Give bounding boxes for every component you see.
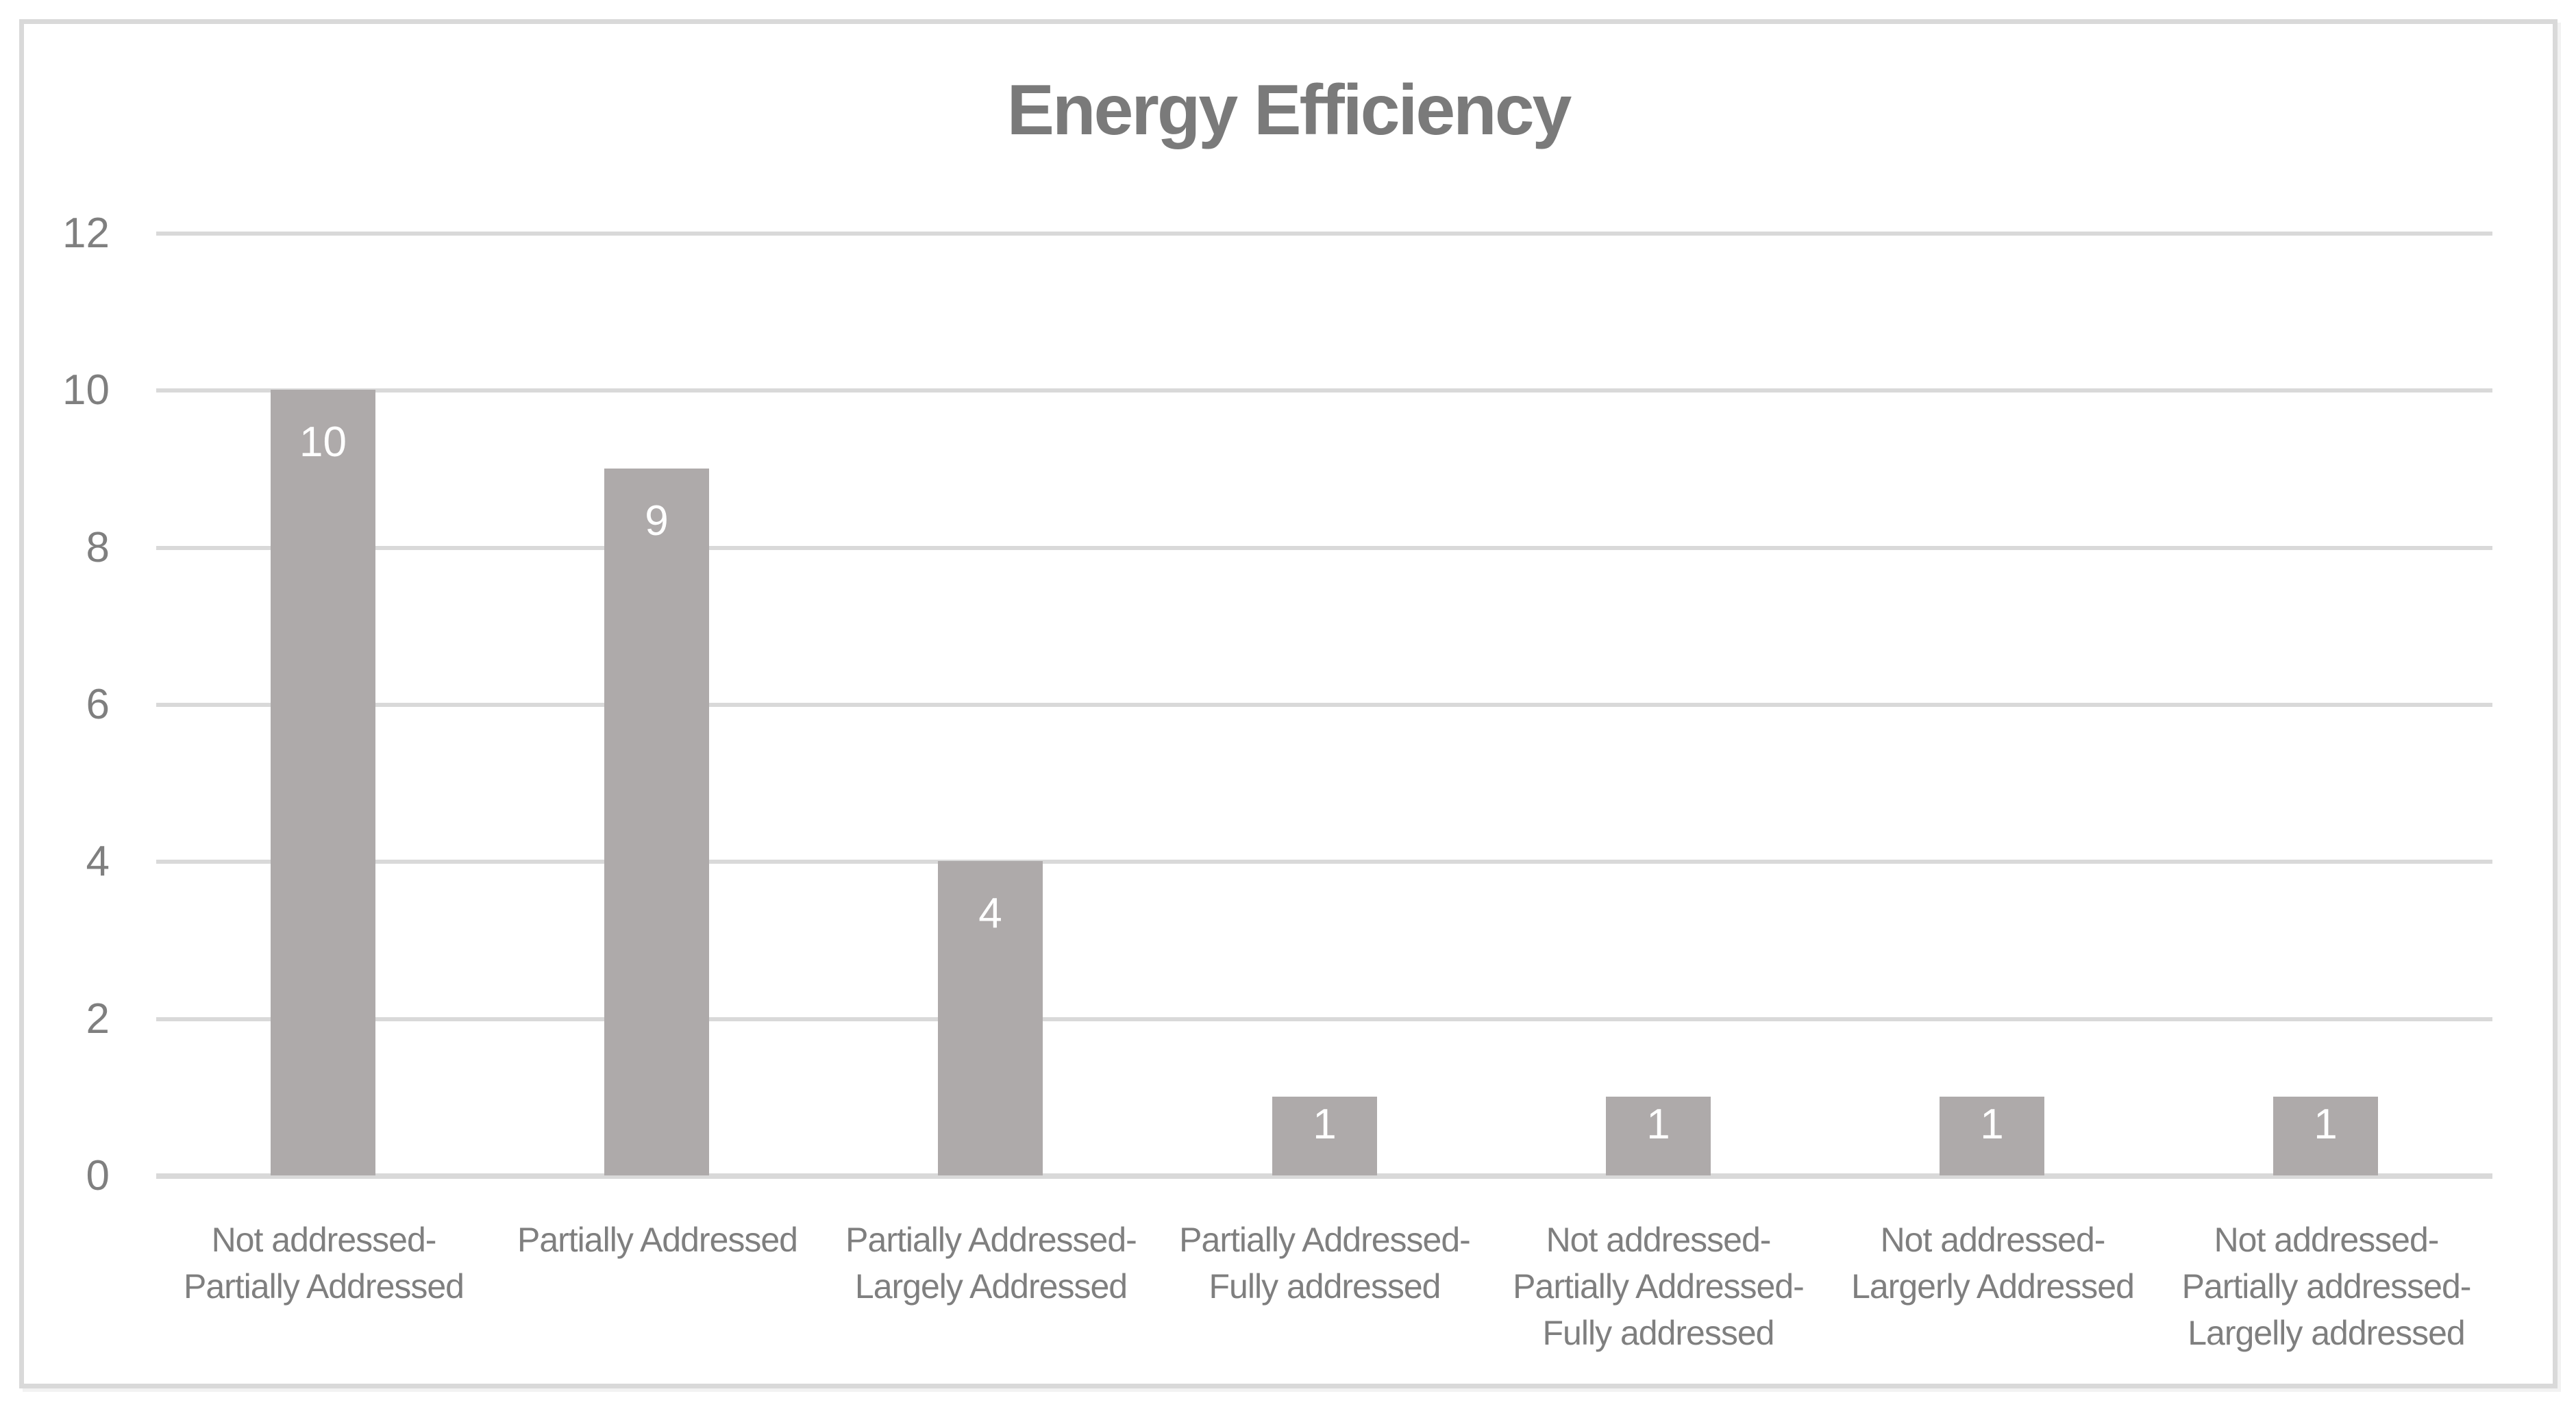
bar: 10 [271,390,375,1175]
y-axis-tick-label: 4 [86,838,110,885]
gridline [156,388,2492,392]
y-axis-tick-label: 12 [62,210,110,257]
plot-area: 10 9 4 1 1 1 1 [156,232,2492,1179]
category-label-line: Not addressed- [2214,1221,2440,1259]
category-label-line: Not addressed- [1880,1221,2106,1259]
gridline [156,1017,2492,1021]
bar-data-label: 10 [299,419,347,466]
bar: 1 [1272,1097,1377,1175]
category-label-line: Not addressed- [1546,1221,1772,1259]
bar: 1 [2273,1097,2378,1175]
bar-data-label: 4 [978,890,1002,937]
x-axis-category-label: Not addressed- Partially Addressed- Full… [1491,1217,1825,1356]
category-label-line: Partially Addressed- [845,1221,1137,1259]
category-label-line: Largerly Addressed [1851,1267,2135,1306]
gridline [156,860,2492,864]
x-axis-line [156,1173,2492,1179]
gridline [156,232,2492,236]
bar-data-label: 1 [1313,1101,1337,1148]
y-axis-tick-label: 6 [86,681,110,728]
bar-data-label: 9 [645,497,669,545]
bar: 9 [604,469,709,1175]
x-axis-category-label: Partially Addressed- Fully addressed [1158,1217,1491,1310]
gridline [156,703,2492,707]
bar-data-label: 1 [1980,1101,2004,1148]
category-label-line: Partially Addressed- [1179,1221,1471,1259]
category-label-line: Largely Addressed [854,1267,1128,1306]
category-label-line: Partially Addressed- [1513,1267,1805,1306]
x-axis-category-label: Not addressed- Largerly Addressed [1826,1217,2159,1310]
bar: 4 [938,861,1043,1175]
bar-data-label: 1 [2314,1101,2338,1148]
category-label-line: Partially Addressed [183,1267,465,1306]
x-axis-category-label: Partially Addressed- Largely Addressed [824,1217,1158,1310]
y-axis-tick-label: 10 [62,366,110,414]
y-axis-tick-label: 8 [86,524,110,571]
category-label-line: Partially Addressed [517,1221,798,1259]
bar-data-label: 1 [1646,1101,1670,1148]
y-axis-tick-label: 2 [86,995,110,1043]
x-axis-category-label: Not addressed- Partially Addressed [157,1217,491,1310]
x-axis-category-label: Not addressed- Partially addressed- Larg… [2159,1217,2493,1356]
bar: 1 [1606,1097,1711,1175]
bar: 1 [1940,1097,2044,1175]
chart-title: Energy Efficiency [1006,71,1572,150]
y-axis-tick-label: 0 [86,1152,110,1199]
category-label-line: Partially addressed- [2181,1267,2472,1306]
category-label-line: Largelly addressed [2188,1314,2466,1352]
category-label-line: Fully addressed [1209,1267,1441,1306]
category-label-line: Not addressed- [211,1221,437,1259]
category-label-line: Fully addressed [1542,1314,1775,1352]
gridline [156,546,2492,550]
x-axis-category-label: Partially Addressed [491,1217,824,1263]
